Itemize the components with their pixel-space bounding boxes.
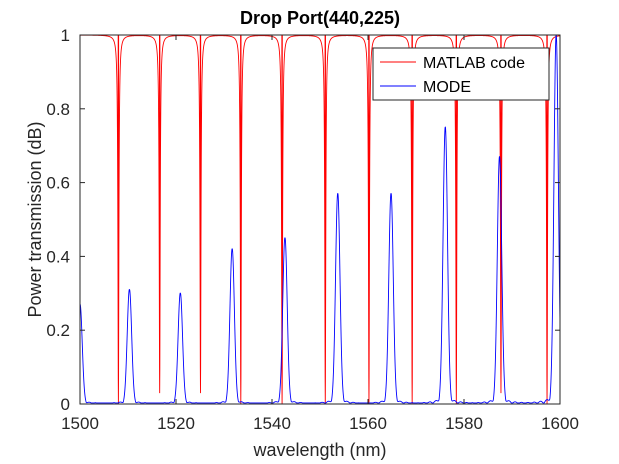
y-tick-label: 0 xyxy=(61,395,70,414)
series-line-matlab xyxy=(80,35,560,404)
x-tick-label: 1540 xyxy=(253,414,291,433)
y-tick-label: 1 xyxy=(61,26,70,45)
x-tick-label: 1580 xyxy=(445,414,483,433)
x-tick-label: 1500 xyxy=(61,414,99,433)
legend: MATLAB code MODE xyxy=(372,47,550,101)
chart-title: Drop Port(440,225) xyxy=(240,8,400,28)
legend-label-mode: MODE xyxy=(423,79,471,96)
x-tick-label: 1560 xyxy=(349,414,387,433)
y-tick-label: 0.4 xyxy=(46,247,70,266)
plot-frame xyxy=(79,34,561,405)
x-axis: 1500 1520 1540 1560 1580 1600 xyxy=(61,35,579,433)
series-line-mode xyxy=(80,35,560,404)
series-layer xyxy=(80,35,560,404)
x-tick-label: 1520 xyxy=(157,414,195,433)
x-axis-label: wavelength (nm) xyxy=(252,440,386,460)
y-tick-label: 0.8 xyxy=(46,100,70,119)
y-tick-label: 0.2 xyxy=(46,321,70,340)
y-axis: 0 0.2 0.4 0.6 0.8 1 xyxy=(46,26,560,414)
y-axis-label: Power transmission (dB) xyxy=(25,121,45,317)
y-tick-label: 0.6 xyxy=(46,174,70,193)
legend-box xyxy=(372,47,550,101)
x-tick-label: 1600 xyxy=(541,414,579,433)
legend-label-matlab: MATLAB code xyxy=(423,55,525,72)
